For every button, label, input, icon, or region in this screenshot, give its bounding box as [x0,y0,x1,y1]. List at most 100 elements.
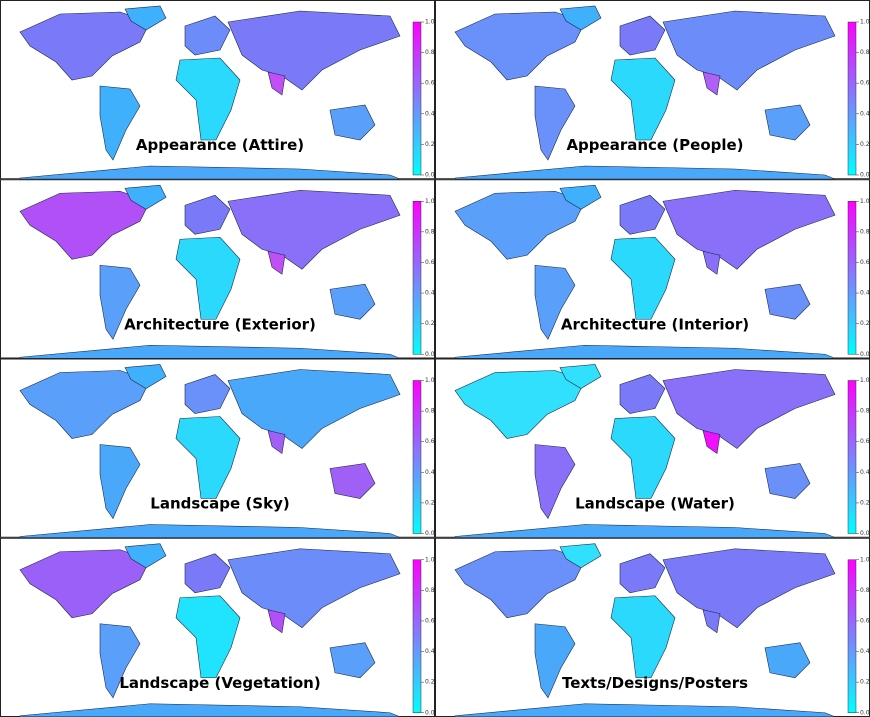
map-panel: Appearance (People) 0.0 0.2 0.4 0.6 0.8 1.0 [435,0,870,180]
map-panel: Architecture (Exterior) 0.0 0.2 0.4 0.6 0.8 1.… [0,179,435,359]
land-region [175,416,241,499]
colorbar-tick-label: 0.0 [860,709,870,716]
land-region [19,165,401,180]
colorbar-tick-label: 0.0 [860,351,870,358]
land-region [702,609,721,634]
colorbar-tick-label: 0.8 [425,587,435,594]
land-region [227,548,401,629]
land-region [184,194,231,235]
land-region [329,463,376,499]
land-region [99,85,141,161]
map-panel: Landscape (Water) 0.0 0.2 0.4 0.6 0.8 1.0 [435,358,870,538]
land-region [227,189,401,270]
land-region [267,71,286,96]
land-region [534,444,576,520]
colorbar-tick-label: 0.0 [860,172,870,179]
land-region [764,463,811,499]
colorbar [412,559,422,713]
land-region [454,549,586,619]
colorbar-tick-label: 1.0 [860,19,870,26]
land-region [124,364,167,389]
panel-title: Texts/Designs/Posters [562,674,748,692]
land-region [610,416,676,499]
land-region [662,10,836,91]
panel-title: Appearance (Attire) [136,136,304,154]
panel-title: Architecture (Exterior) [124,315,316,333]
colorbar-tick-label: 0.4 [860,110,870,117]
land-region [610,236,676,320]
panel-title: Landscape (Vegetation) [119,674,320,692]
land-region [559,543,602,569]
map-panel: Landscape (Sky) 0.0 0.2 0.4 0.6 0.8 1.0 [0,358,435,538]
land-region [19,344,401,359]
colorbar-tick-label: 0.6 [860,80,870,87]
colorbar-tick-label: 0.0 [860,530,870,537]
colorbar [412,21,422,176]
land-region [329,642,376,679]
land-region [662,548,836,629]
colorbar-tick-label: 0.0 [425,351,435,358]
land-region [454,370,586,439]
land-region [610,595,676,679]
colorbar-tick-label: 0.4 [860,290,870,297]
land-region [99,623,141,699]
colorbar-tick-label: 0.4 [425,648,435,655]
colorbar [847,201,857,355]
land-region [619,15,666,56]
land-region [764,642,811,679]
colorbar-tick-label: 0.0 [425,709,435,716]
land-region [99,264,141,340]
land-region [619,194,666,235]
land-region [227,369,401,449]
land-region [19,549,151,619]
map-panel: Appearance (Attire) 0.0 0.2 0.4 0.6 0.8 1.0 [0,0,435,180]
panel-title: Landscape (Water) [575,495,735,513]
land-region [19,524,401,538]
colorbar-tick-label: 0.8 [425,49,435,56]
colorbar [847,380,857,534]
land-region [175,595,241,679]
panel-title: Landscape (Sky) [150,495,289,513]
colorbar-tick-label: 1.0 [425,198,435,205]
colorbar-tick-label: 1.0 [425,377,435,384]
colorbar-tick-label: 1.0 [860,198,870,205]
land-region [227,10,401,91]
land-region [454,524,836,538]
land-region [184,15,231,56]
colorbar-tick-label: 0.6 [425,259,435,266]
land-region [702,430,721,455]
colorbar-tick-label: 1.0 [425,556,435,563]
land-region [454,165,836,180]
colorbar-tick-label: 0.2 [860,679,870,686]
colorbar-tick-label: 0.4 [425,110,435,117]
colorbar-tick-label: 0.8 [425,228,435,235]
colorbar-tick-label: 0.4 [860,469,870,476]
colorbar-tick-label: 0.2 [425,320,435,327]
colorbar-tick-label: 0.6 [425,80,435,87]
colorbar-tick-label: 0.6 [860,438,870,445]
land-region [19,11,151,81]
land-region [184,374,231,414]
land-region [124,5,167,31]
land-region [175,236,241,320]
colorbar-tick-label: 0.4 [425,469,435,476]
colorbar-tick-label: 0.8 [425,408,435,415]
land-region [124,184,167,210]
land-region [619,374,666,414]
colorbar-tick-label: 0.4 [860,648,870,655]
colorbar-tick-label: 0.2 [860,320,870,327]
land-region [559,5,602,31]
land-region [454,344,836,359]
land-region [19,190,151,260]
colorbar-tick-label: 0.2 [425,499,435,506]
colorbar-tick-label: 0.6 [860,617,870,624]
colorbar-tick-label: 0.0 [425,172,435,179]
land-region [534,264,576,340]
land-region [19,370,151,439]
land-region [454,190,586,260]
land-region [124,543,167,569]
land-region [184,553,231,594]
map-panel: Texts/Designs/Posters 0.0 0.2 0.4 0.6 0.8 1.0 [435,537,870,717]
land-region [610,57,676,141]
land-region [702,250,721,275]
